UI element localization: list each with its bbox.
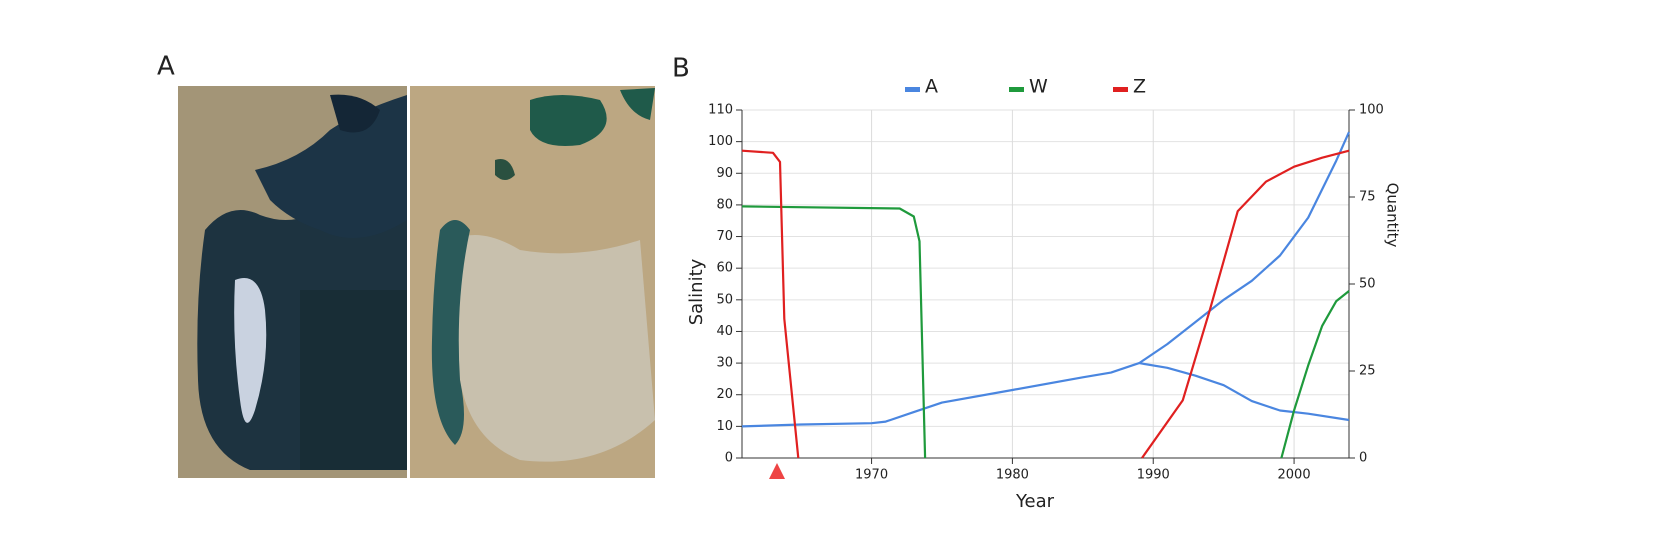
legend-swatch: [1009, 87, 1024, 92]
y2-axis-label: Quantity: [1384, 183, 1402, 248]
y-tick-label: 80: [716, 197, 733, 212]
y-tick-label: 50: [716, 292, 733, 307]
legend-swatch: [905, 87, 920, 92]
satellite-image-1962: [178, 86, 407, 478]
series-line: [741, 149, 1350, 459]
y-axis-label: Salinity: [686, 258, 707, 325]
series-line: [741, 205, 1350, 459]
series-line: [741, 131, 1351, 428]
legend-label: Z: [1133, 76, 1146, 98]
y2-tick-label: 50: [1359, 277, 1376, 292]
x-tick-label: 2000: [1278, 468, 1311, 483]
y-tick-label: 70: [716, 229, 733, 244]
legend-label: A: [925, 76, 938, 98]
y-tick-label: 40: [716, 324, 733, 339]
event-marker: [769, 463, 785, 479]
y-tick-label: 20: [716, 387, 733, 402]
y2-tick-label: 25: [1359, 364, 1376, 379]
y-tick-label: 60: [716, 261, 733, 276]
x-tick-label: 1970: [855, 468, 888, 483]
legend-label: W: [1029, 76, 1048, 98]
y2-tick-label: 0: [1359, 451, 1367, 466]
x-tick-label: 1990: [1137, 468, 1170, 483]
satellite-image-2010: [410, 86, 655, 478]
y-tick-label: 100: [708, 134, 733, 149]
x-tick-label: 1980: [996, 468, 1029, 483]
y-tick-label: 0: [725, 451, 733, 466]
y-tick-label: 110: [708, 103, 733, 118]
x-axis-label: Year: [1015, 491, 1055, 512]
y-tick-label: 90: [716, 166, 733, 181]
y-tick-label: 10: [716, 419, 733, 434]
y2-tick-label: 100: [1359, 103, 1384, 118]
y2-tick-label: 75: [1359, 190, 1376, 205]
panel-label: B: [672, 54, 690, 84]
panel-label: A: [157, 52, 175, 82]
y-tick-label: 30: [716, 356, 733, 371]
legend-swatch: [1113, 87, 1128, 92]
